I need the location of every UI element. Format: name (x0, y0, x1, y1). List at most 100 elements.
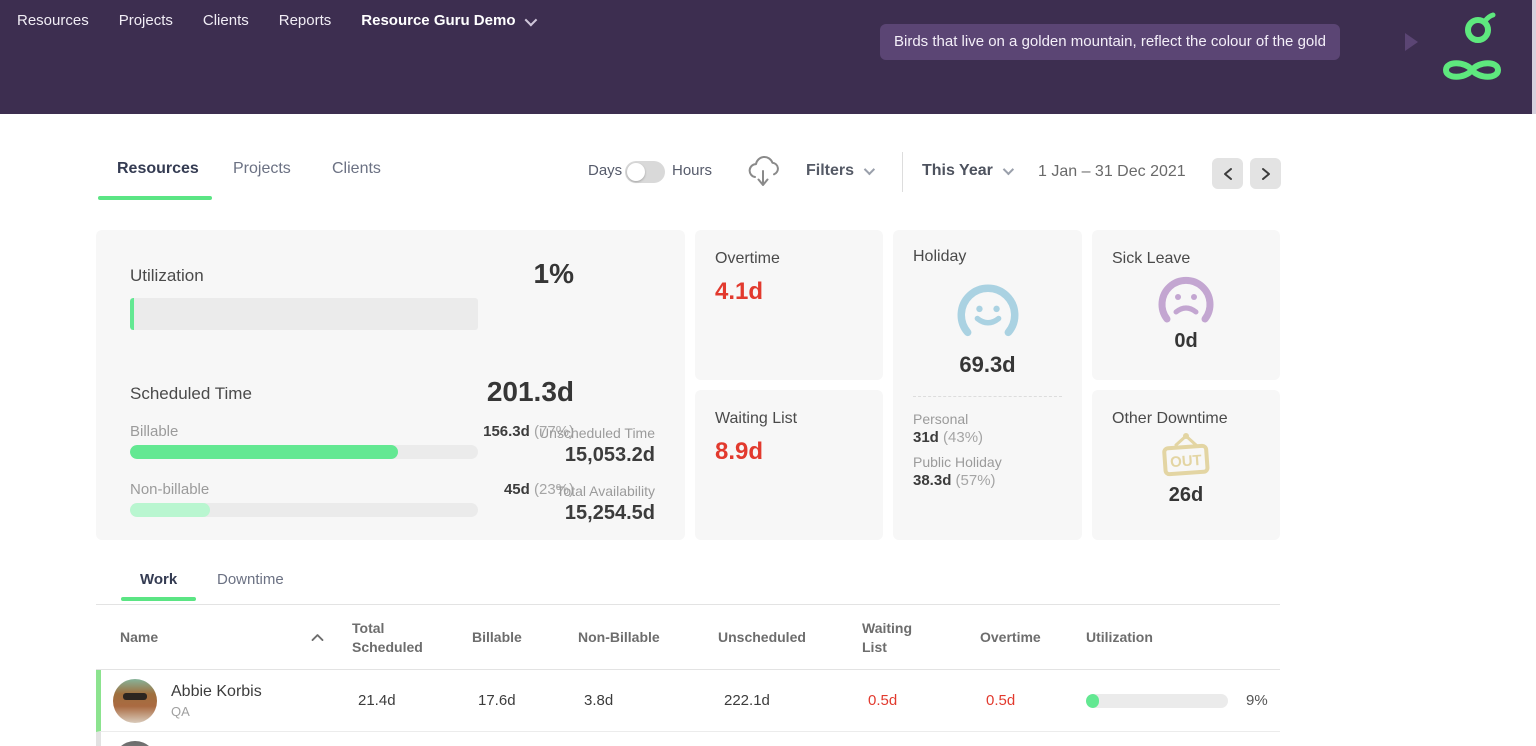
utilization-label: Utilization (130, 266, 204, 285)
non-billable-header-label: Non-Billable (578, 629, 660, 646)
billable-progress-fill (130, 445, 398, 459)
column-header-utilization[interactable]: Utilization (1076, 628, 1280, 647)
table-row-partial[interactable] (96, 732, 1280, 746)
sunglasses-detail (123, 692, 147, 700)
table-top-border (96, 604, 1280, 605)
prev-period-button[interactable] (1212, 158, 1243, 189)
total-availability-value: 15,254.5d (564, 502, 655, 524)
overtime-header-label: Overtime (980, 629, 1041, 646)
total-availability-label: Total Availability (556, 483, 655, 499)
sick-leave-card: Sick Leave 0d (1092, 230, 1280, 380)
chevron-down-icon (524, 13, 537, 26)
nav-clients[interactable]: Clients (202, 12, 249, 29)
total-scheduled-header-label: Total Scheduled (352, 619, 423, 655)
work-tab-underline (121, 597, 196, 601)
billable-label: Billable (130, 423, 179, 440)
waiting-list-value: 8.9d (715, 438, 764, 465)
account-menu[interactable]: Resource Guru Demo (361, 10, 537, 32)
nav-reports[interactable]: Reports (278, 12, 332, 29)
non-billable-amount: 45d (503, 481, 530, 498)
billable-progressbar (130, 445, 478, 459)
personal-label: Personal (913, 411, 969, 427)
overtime-label: Overtime (715, 250, 780, 267)
billable-cell: 17.6d (478, 692, 516, 709)
scrollbar-track[interactable] (1532, 0, 1536, 114)
top-nav-bar: Resources Projects Clients Reports Resou… (0, 0, 1536, 114)
nav-resources[interactable]: Resources (17, 12, 89, 29)
summary-cards: Utilization 1% Scheduled Time 201.3d Bil… (96, 230, 1280, 540)
tab-projects[interactable]: Projects (233, 160, 291, 177)
sort-asc-icon[interactable] (311, 628, 324, 647)
utilization-progress-fill (130, 298, 134, 330)
tab-downtime[interactable]: Downtime (217, 571, 284, 588)
table-header-row: Name Total Scheduled Billable Non-Billab… (96, 606, 1280, 670)
top-nav: Resources Projects Clients Reports Resou… (17, 10, 537, 32)
total-scheduled-cell: 21.4d (358, 692, 396, 709)
unscheduled-header-label: Unscheduled (718, 629, 806, 646)
tab-work[interactable]: Work (140, 571, 178, 588)
account-menu-label: Resource Guru Demo (361, 12, 516, 29)
non-billable-label: Non-billable (130, 481, 210, 498)
toolbar-divider (902, 152, 903, 192)
frown-face-icon (1112, 272, 1260, 328)
row-utilization-progress-fill (1086, 693, 1099, 708)
overtime-column: Overtime 4.1d Waiting List 8.9d (695, 230, 883, 540)
row-utilization-percent: 9% (1246, 692, 1268, 709)
unscheduled-cell: 222.1d (724, 692, 770, 709)
toggle-knob (627, 163, 645, 181)
column-header-total-scheduled[interactable]: Total Scheduled (352, 619, 472, 657)
unscheduled-time-value: 15,053.2d (564, 444, 655, 466)
waiting-list-cell: 0.5d (868, 692, 898, 709)
next-period-button[interactable] (1250, 158, 1281, 189)
active-tab-underline (98, 196, 212, 200)
out-sign-icon: OUT (1112, 430, 1260, 484)
filters-dropdown[interactable]: Filters (806, 162, 876, 180)
sick-leave-label: Sick Leave (1112, 250, 1191, 267)
overtime-card: Overtime 4.1d (695, 230, 883, 380)
overtime-cell: 0.5d (986, 692, 1016, 709)
date-range-label: 1 Jan – 31 Dec 2021 (1038, 163, 1186, 180)
toggle-days-label[interactable]: Days (588, 162, 623, 179)
column-header-non-billable[interactable]: Non-Billable (578, 628, 718, 647)
column-header-name[interactable]: Name (96, 628, 352, 647)
public-holiday-label: Public Holiday (913, 454, 1002, 470)
non-billable-percent: (23%) (533, 481, 574, 498)
column-header-overtime[interactable]: Overtime (980, 628, 1076, 647)
out-sign-text: OUT (1170, 452, 1203, 471)
table-row[interactable]: Abbie Korbis QA 21.4d 17.6d 3.8d 222.1d … (96, 670, 1280, 732)
personal-percent: (43%) (943, 429, 984, 446)
resource-guru-logo-icon[interactable] (1438, 12, 1506, 95)
billable-value: 156.3d (77%) (483, 423, 574, 440)
resource-name-cell[interactable]: Abbie Korbis QA (101, 678, 352, 723)
tab-clients[interactable]: Clients (332, 160, 381, 177)
tab-resources[interactable]: Resources (117, 160, 199, 177)
scheduled-time-label: Scheduled Time (130, 384, 252, 403)
detail-tabs: Work Downtime (96, 565, 1280, 604)
other-downtime-card: Other Downtime OUT 26d (1092, 390, 1280, 540)
non-billable-cell: 3.8d (584, 692, 614, 709)
name-header-label: Name (120, 629, 159, 646)
utilization-header-label: Utilization (1086, 629, 1153, 646)
column-header-unscheduled[interactable]: Unscheduled (718, 628, 862, 647)
personal-value: 31d (43%) (913, 429, 1062, 446)
utilization-cell: 9% (1076, 692, 1280, 709)
other-downtime-value: 26d (1168, 484, 1204, 506)
smiley-face-icon (913, 280, 1062, 342)
waiting-list-header-label: Waiting List (862, 619, 913, 655)
download-report-icon[interactable] (744, 154, 782, 192)
resource-role: QA (171, 703, 190, 719)
column-header-waiting-list[interactable]: Waiting List (862, 619, 980, 657)
utilization-progressbar (130, 298, 478, 330)
overtime-value: 4.1d (715, 278, 764, 305)
guru-quote-tooltip: Birds that live on a golden mountain, re… (880, 24, 1340, 60)
nav-projects[interactable]: Projects (118, 12, 173, 29)
filters-label: Filters (806, 162, 855, 179)
days-hours-toggle[interactable] (625, 161, 665, 183)
personal-amount: 31d (913, 429, 939, 446)
resource-name-cell (101, 741, 352, 746)
period-dropdown[interactable]: This Year (922, 162, 1014, 180)
non-billable-value: 45d (23%) (504, 481, 574, 498)
toggle-hours-label[interactable]: Hours (672, 162, 713, 179)
column-header-billable[interactable]: Billable (472, 628, 578, 647)
